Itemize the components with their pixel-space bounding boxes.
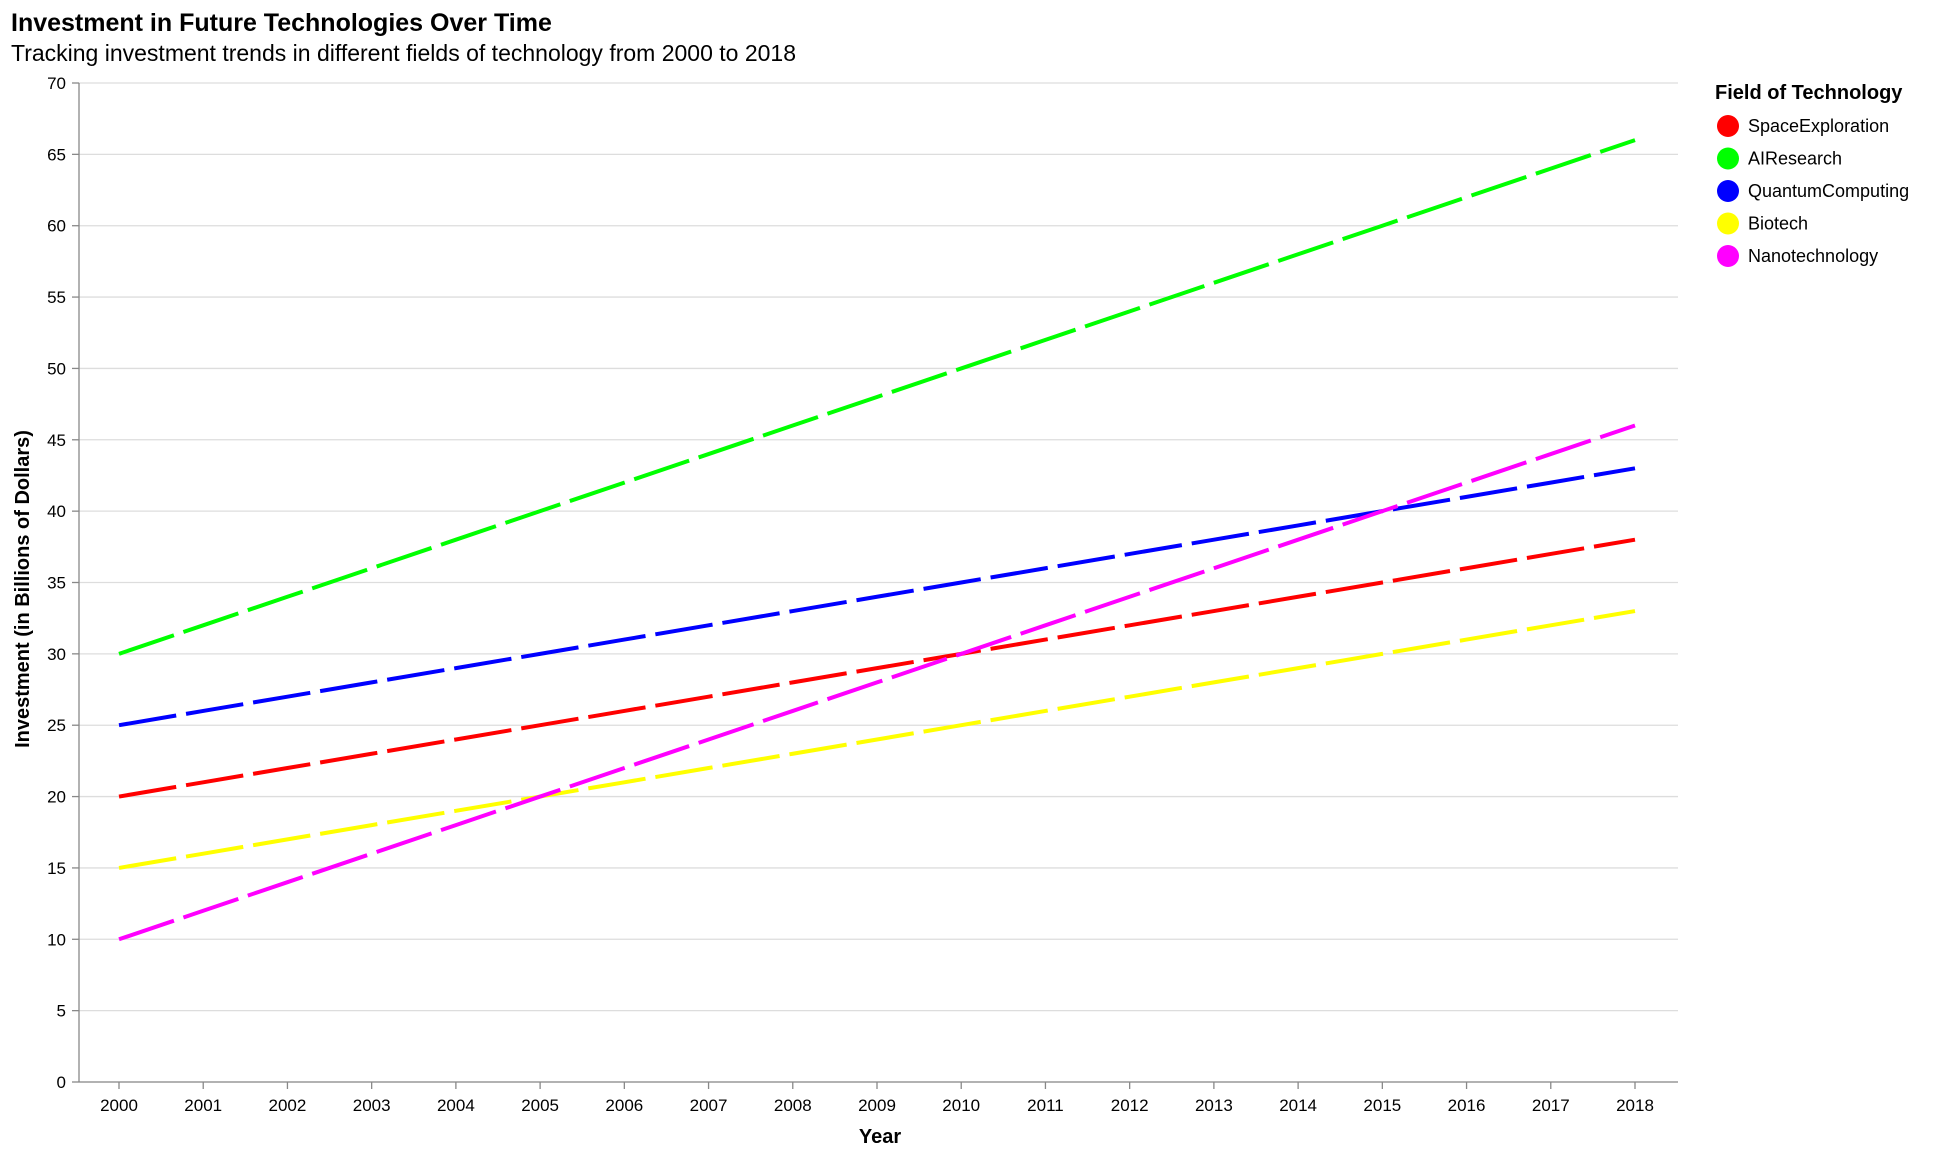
axes: 0 5 10 15 20 25 30 35 40 45 50 55 60 65 70 2000 2001 2002… — [47, 74, 1678, 1115]
series-lines — [118, 138, 1636, 942]
x-tick-label: 2018 — [1616, 1096, 1654, 1115]
y-tick-label: 20 — [47, 788, 66, 807]
legend-label: QuantumComputing — [1748, 181, 1909, 201]
legend-label: AIResearch — [1748, 149, 1842, 169]
y-tick-label: 0 — [57, 1073, 66, 1092]
series-line-biotech — [118, 609, 1636, 870]
series-line-airesearch — [118, 138, 1636, 656]
x-tick-label: 2017 — [1532, 1096, 1570, 1115]
x-tick-label: 2011 — [1027, 1096, 1064, 1115]
x-tick-label: 2013 — [1195, 1096, 1233, 1115]
y-tick-label: 30 — [47, 645, 66, 664]
x-tick-label: 2010 — [942, 1096, 980, 1115]
legend-label: SpaceExploration — [1748, 116, 1889, 136]
y-tick-label: 65 — [47, 145, 66, 164]
x-tick-label: 2007 — [690, 1096, 728, 1115]
x-tick-label: 2015 — [1363, 1096, 1401, 1115]
x-tick-label: 2016 — [1448, 1096, 1486, 1115]
x-tick-label: 2005 — [521, 1096, 559, 1115]
x-tick-label: 2012 — [1111, 1096, 1149, 1115]
y-tick-label: 40 — [47, 502, 66, 521]
x-tick-label: 2014 — [1279, 1096, 1317, 1115]
legend-label: Biotech — [1748, 214, 1808, 234]
x-tick-label: 2006 — [605, 1096, 643, 1115]
series-line-spaceexploration — [118, 537, 1636, 799]
y-tick-label: 10 — [47, 930, 66, 949]
x-tick-label: 2004 — [437, 1096, 475, 1115]
series-line-nanotechnology — [118, 423, 1636, 942]
legend-swatch-nanotechnology — [1717, 245, 1739, 267]
y-axis-title: Investment (in Billions of Dollars) — [12, 430, 34, 748]
y-tick-label: 45 — [47, 431, 66, 450]
legend-label: Nanotechnology — [1748, 246, 1878, 266]
chart-subtitle: Tracking investment trends in different … — [11, 40, 796, 66]
legend-swatch-biotech — [1717, 212, 1739, 235]
x-tick-label: 2003 — [353, 1096, 391, 1115]
x-tick-label: 2001 — [184, 1096, 222, 1115]
y-tick-label: 60 — [47, 217, 66, 236]
x-tick-label: 2008 — [774, 1096, 812, 1115]
y-tick-label: 55 — [47, 288, 66, 307]
x-axis-title: Year — [859, 1126, 901, 1148]
legend: Field of Technology SpaceExploration AIRe… — [1715, 82, 1909, 267]
gridlines — [79, 82, 1678, 1083]
legend-title: Field of Technology — [1715, 82, 1903, 104]
y-tick-label: 25 — [47, 716, 66, 735]
legend-swatch-spaceexploration — [1717, 115, 1739, 137]
y-tick-label: 50 — [47, 359, 66, 378]
y-tick-label: 15 — [47, 859, 66, 878]
x-tick-label: 2002 — [269, 1096, 307, 1115]
x-tick-label: 2009 — [858, 1096, 896, 1115]
series-line-quantumcomputing — [118, 466, 1636, 728]
y-tick-label: 35 — [47, 574, 66, 593]
legend-swatch-quantumcomputing — [1717, 180, 1739, 202]
chart-title: Investment in Future Technologies Over T… — [11, 9, 552, 37]
x-tick-label: 2000 — [100, 1096, 138, 1115]
y-tick-label: 5 — [57, 1002, 66, 1021]
y-tick-label: 70 — [47, 74, 66, 93]
legend-swatch-airesearch — [1717, 147, 1739, 170]
